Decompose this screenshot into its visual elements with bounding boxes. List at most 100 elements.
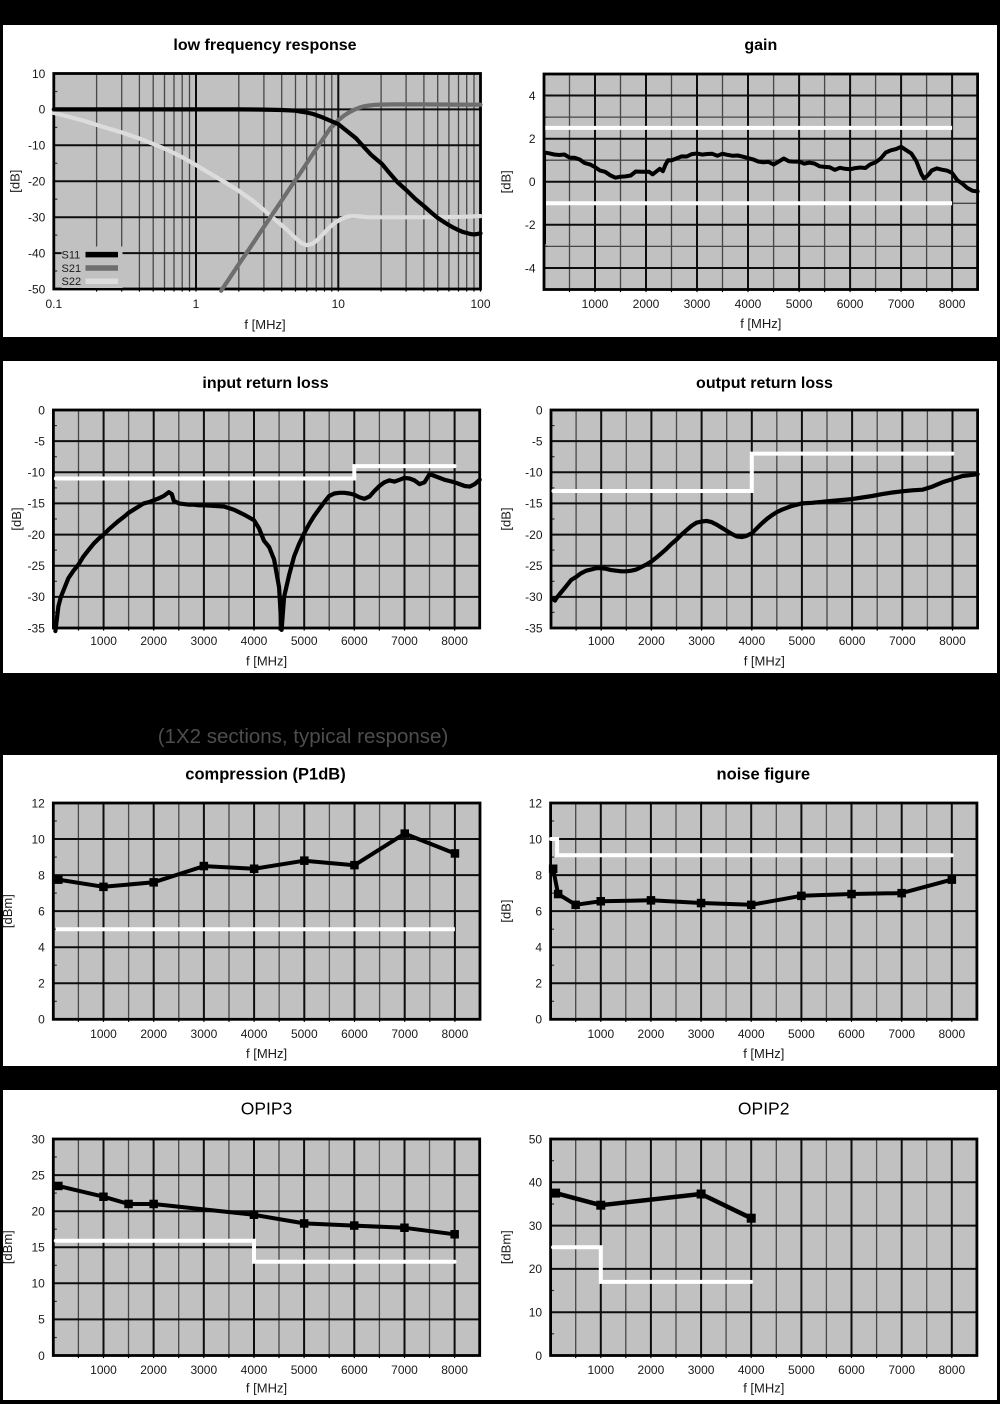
svg-text:7000: 7000 xyxy=(391,1363,418,1377)
svg-text:gain: gain xyxy=(744,37,777,54)
svg-text:5000: 5000 xyxy=(786,297,813,311)
svg-text:OPIP3: OPIP3 xyxy=(241,1099,293,1119)
svg-text:7000: 7000 xyxy=(391,1027,418,1041)
svg-text:3000: 3000 xyxy=(688,1027,715,1041)
svg-text:compression (P1dB): compression (P1dB) xyxy=(185,766,345,784)
svg-text:-4: -4 xyxy=(525,261,536,275)
svg-text:6000: 6000 xyxy=(341,1027,368,1041)
svg-text:1000: 1000 xyxy=(587,1363,614,1377)
svg-text:2000: 2000 xyxy=(638,634,665,648)
svg-text:4000: 4000 xyxy=(241,1027,268,1041)
svg-text:20: 20 xyxy=(529,1262,543,1276)
svg-text:100: 100 xyxy=(470,297,490,311)
svg-text:30: 30 xyxy=(529,1219,543,1233)
svg-text:6: 6 xyxy=(38,904,45,918)
svg-text:1000: 1000 xyxy=(90,634,117,648)
svg-text:3000: 3000 xyxy=(684,297,711,311)
svg-text:2000: 2000 xyxy=(638,1027,665,1041)
svg-text:4000: 4000 xyxy=(241,1363,268,1377)
svg-text:1000: 1000 xyxy=(90,1363,117,1377)
svg-text:-35: -35 xyxy=(28,621,46,635)
svg-text:0: 0 xyxy=(39,103,46,117)
svg-text:7000: 7000 xyxy=(888,297,915,311)
svg-text:f [MHz]: f [MHz] xyxy=(744,654,785,669)
svg-text:15: 15 xyxy=(31,1241,45,1255)
svg-text:40: 40 xyxy=(529,1176,543,1190)
svg-text:10: 10 xyxy=(529,832,543,846)
svg-text:6000: 6000 xyxy=(838,1027,865,1041)
svg-text:1000: 1000 xyxy=(587,1027,614,1041)
svg-text:-5: -5 xyxy=(34,434,45,448)
svg-text:S21: S21 xyxy=(62,263,82,275)
svg-text:4000: 4000 xyxy=(738,1027,765,1041)
svg-text:2: 2 xyxy=(535,977,542,991)
svg-text:7000: 7000 xyxy=(888,1027,915,1041)
svg-text:S22: S22 xyxy=(62,276,82,288)
svg-text:0: 0 xyxy=(38,403,45,417)
svg-text:12: 12 xyxy=(31,796,45,810)
svg-text:-35: -35 xyxy=(525,621,543,635)
svg-text:1000: 1000 xyxy=(588,634,615,648)
svg-text:5000: 5000 xyxy=(291,1027,318,1041)
svg-text:-20: -20 xyxy=(525,528,543,542)
svg-text:S11: S11 xyxy=(62,250,81,262)
svg-text:5000: 5000 xyxy=(788,1363,815,1377)
svg-text:8000: 8000 xyxy=(441,634,468,648)
svg-text:[dB]: [dB] xyxy=(8,170,23,193)
svg-text:-40: -40 xyxy=(28,246,46,260)
svg-text:10: 10 xyxy=(31,1277,45,1291)
svg-text:8000: 8000 xyxy=(442,1027,469,1041)
svg-text:-10: -10 xyxy=(525,466,543,480)
svg-text:8000: 8000 xyxy=(938,1027,965,1041)
svg-text:-25: -25 xyxy=(525,559,543,573)
svg-text:f [MHz]: f [MHz] xyxy=(246,1046,287,1061)
svg-text:4000: 4000 xyxy=(738,634,765,648)
svg-text:[dB]: [dB] xyxy=(9,507,24,530)
svg-text:7000: 7000 xyxy=(889,634,916,648)
svg-text:2000: 2000 xyxy=(140,634,167,648)
svg-text:10: 10 xyxy=(31,832,45,846)
svg-text:-10: -10 xyxy=(28,139,46,153)
svg-text:1000: 1000 xyxy=(582,297,609,311)
svg-text:4: 4 xyxy=(535,941,542,955)
svg-text:30: 30 xyxy=(31,1132,45,1146)
svg-text:0: 0 xyxy=(38,1013,45,1027)
svg-text:0: 0 xyxy=(536,403,543,417)
svg-text:-2: -2 xyxy=(525,218,536,232)
svg-text:4: 4 xyxy=(38,941,45,955)
svg-text:6000: 6000 xyxy=(837,297,864,311)
svg-text:(1X2 sections, typical respons: (1X2 sections, typical response) xyxy=(158,725,449,748)
svg-text:7000: 7000 xyxy=(888,1363,915,1377)
svg-text:1000: 1000 xyxy=(90,1027,117,1041)
svg-text:6000: 6000 xyxy=(341,1363,368,1377)
svg-text:8000: 8000 xyxy=(939,297,966,311)
svg-text:3000: 3000 xyxy=(688,1363,715,1377)
svg-text:-25: -25 xyxy=(28,559,46,573)
svg-text:-30: -30 xyxy=(28,211,46,225)
svg-text:3000: 3000 xyxy=(190,1363,217,1377)
svg-text:0: 0 xyxy=(535,1013,542,1027)
svg-text:output return loss: output return loss xyxy=(696,375,833,392)
svg-text:4: 4 xyxy=(529,89,536,103)
svg-text:12: 12 xyxy=(529,796,543,810)
svg-text:25: 25 xyxy=(31,1168,45,1182)
svg-text:f [MHz]: f [MHz] xyxy=(743,1381,784,1396)
svg-text:5000: 5000 xyxy=(291,634,318,648)
svg-text:8: 8 xyxy=(535,868,542,882)
svg-text:5000: 5000 xyxy=(789,634,816,648)
svg-text:OPIP2: OPIP2 xyxy=(738,1099,790,1119)
svg-text:input return loss: input return loss xyxy=(202,375,328,392)
svg-text:f [MHz]: f [MHz] xyxy=(244,317,285,332)
svg-text:-10: -10 xyxy=(28,466,46,480)
svg-text:3000: 3000 xyxy=(191,1027,218,1041)
svg-text:[dBm]: [dBm] xyxy=(0,894,15,928)
svg-text:-15: -15 xyxy=(525,497,543,511)
svg-text:[dB]: [dB] xyxy=(499,507,514,530)
svg-text:10: 10 xyxy=(32,67,46,81)
svg-text:4000: 4000 xyxy=(735,297,762,311)
svg-text:0.1: 0.1 xyxy=(45,297,62,311)
svg-text:[dB]: [dB] xyxy=(499,170,514,193)
svg-text:-5: -5 xyxy=(532,434,543,448)
svg-text:[dBm]: [dBm] xyxy=(0,1230,15,1264)
svg-text:[dBm]: [dBm] xyxy=(499,1230,514,1264)
